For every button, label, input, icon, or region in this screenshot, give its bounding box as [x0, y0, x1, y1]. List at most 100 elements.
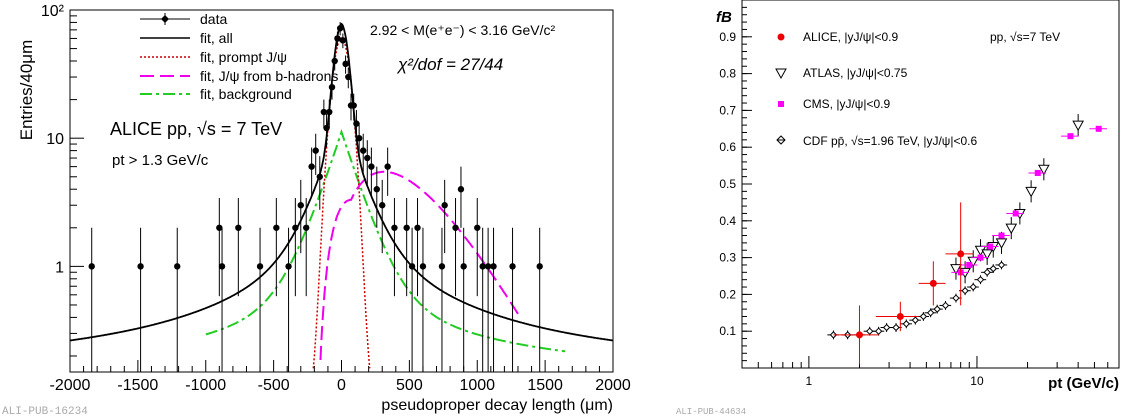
atlas-point	[995, 238, 1008, 249]
data-point	[460, 263, 467, 270]
left-x-tick-label: -1000	[185, 377, 226, 394]
cms-point	[998, 232, 1005, 239]
cdf-point	[976, 275, 985, 284]
data-point	[308, 163, 315, 170]
left-x-tick-label: 1500	[527, 377, 563, 394]
data-point	[320, 108, 328, 116]
data-point	[479, 263, 486, 270]
data-point	[339, 37, 347, 44]
data-point	[218, 263, 226, 270]
system-label-left: ALICE pp, √s = 7 TeV	[110, 119, 282, 139]
cdf-point	[989, 264, 997, 273]
data-point	[353, 120, 360, 127]
left-y-tick-label: 10	[46, 131, 64, 148]
left-footer: ALI-PUB-16234	[2, 406, 88, 418]
data-point	[216, 224, 223, 231]
cdf-point	[926, 309, 935, 317]
data-point	[137, 263, 144, 270]
legend-fit-all: fit, all	[200, 30, 233, 46]
alice-point	[855, 331, 863, 339]
right-y-tick-label: 0.1	[719, 324, 736, 338]
data-point	[368, 163, 375, 170]
left-x-tick-label: 0	[337, 377, 346, 394]
cdf-point	[911, 316, 920, 324]
cdf-point	[902, 320, 911, 328]
cdf-point	[983, 268, 991, 277]
data-point	[292, 224, 299, 231]
legend-atlas: ATLAS, |yJ/ψ|<0.75	[803, 66, 908, 80]
left-plot-frame	[69, 9, 614, 373]
left-x-tick-label: 2000	[595, 377, 631, 394]
cdf-point	[952, 294, 960, 302]
cdf-point	[961, 287, 969, 295]
legend-cms: CMS, |yJ/ψ|<0.9	[803, 97, 890, 111]
atlas-point	[1037, 164, 1050, 176]
cdf-point	[892, 323, 900, 332]
left-x-tick-label: -2000	[50, 377, 91, 394]
right-y-tick-label: 0.3	[719, 251, 736, 265]
data-point	[484, 263, 492, 270]
mass-window-label: 2.92 < M(e⁺e⁻) < 3.16 GeV/c²	[370, 22, 556, 38]
cdf-point	[969, 283, 977, 291]
right-plot: 0.1 0.2 0.3 0.4 0.5 0.6 0.7 0.8 0.9 1 10 ALICE, |y…	[676, 0, 1120, 417]
data-point	[342, 60, 349, 68]
data-point	[438, 263, 446, 270]
cms-point	[1012, 210, 1019, 217]
data-point	[235, 224, 242, 231]
right-y-tick-label: 0.7	[719, 103, 736, 117]
cms-point	[1034, 169, 1041, 176]
legend-alice-marker	[777, 33, 785, 41]
fit-all-curve	[69, 22, 614, 342]
cdf-point	[941, 301, 950, 310]
right-y-tick-label: 0.5	[719, 177, 736, 191]
data-point	[88, 263, 95, 270]
data-point	[419, 263, 427, 270]
atlas-point	[1025, 186, 1037, 198]
left-axes: -2000 -1500 -1000 -500 0 500 1000 1500 2000 1 10 10…	[41, 3, 631, 394]
data-point	[256, 263, 264, 270]
data-point	[323, 124, 330, 132]
data-point	[457, 186, 465, 193]
data-point	[336, 25, 344, 32]
right-x-tick-label: 1	[806, 374, 813, 388]
data-point	[441, 202, 448, 209]
data-point	[379, 202, 386, 209]
data-point	[285, 263, 292, 270]
fit-background-curve	[205, 128, 566, 353]
legend-cdf: CDF pp̄, √s=1.96 TeV, |yJ/ψ|<0.6	[803, 134, 977, 148]
data-point	[273, 224, 280, 231]
data-point	[326, 108, 333, 116]
cdf-point	[919, 312, 928, 321]
cms-point	[1095, 125, 1102, 132]
atlas-point	[981, 249, 994, 260]
alice-point	[896, 312, 904, 320]
cdf-point	[882, 323, 891, 332]
left-y-tick-label: 1	[55, 259, 64, 276]
left-plot: -2000 -1500 -1000 -500 0 500 1000 1500 2000 1 10 10…	[2, 3, 631, 418]
cdf-point	[865, 327, 874, 335]
left-x-tick-label: 1000	[459, 377, 495, 394]
data-point	[490, 263, 497, 270]
data-point	[391, 224, 398, 231]
data-point	[414, 224, 421, 231]
left-x-axis-label: pseudoproper decay length (μm)	[381, 397, 613, 414]
data-point	[452, 224, 459, 231]
legend-data: data	[200, 11, 227, 27]
right-y-tick-label: 0.2	[719, 287, 736, 301]
legend-cms-marker	[778, 101, 784, 107]
left-legend: data fit, all fit, prompt J/ψ fit, J/ψ f…	[140, 11, 338, 102]
data-point	[384, 163, 391, 170]
right-y-tick-label: 0.9	[719, 30, 736, 44]
atlas-point	[950, 264, 962, 275]
left-y-tick-label: 10²	[41, 3, 65, 20]
data-point	[373, 186, 380, 193]
right-y-tick-label: 0.8	[719, 67, 736, 81]
data-point	[509, 263, 516, 270]
right-y-axis-label: fB	[716, 9, 732, 26]
data-point	[350, 102, 357, 109]
alice-point	[929, 279, 937, 287]
data-point	[408, 263, 416, 270]
data-point	[316, 173, 323, 180]
left-x-tick-label: -1500	[117, 377, 158, 394]
right-x-tick-label: 10	[970, 374, 984, 388]
